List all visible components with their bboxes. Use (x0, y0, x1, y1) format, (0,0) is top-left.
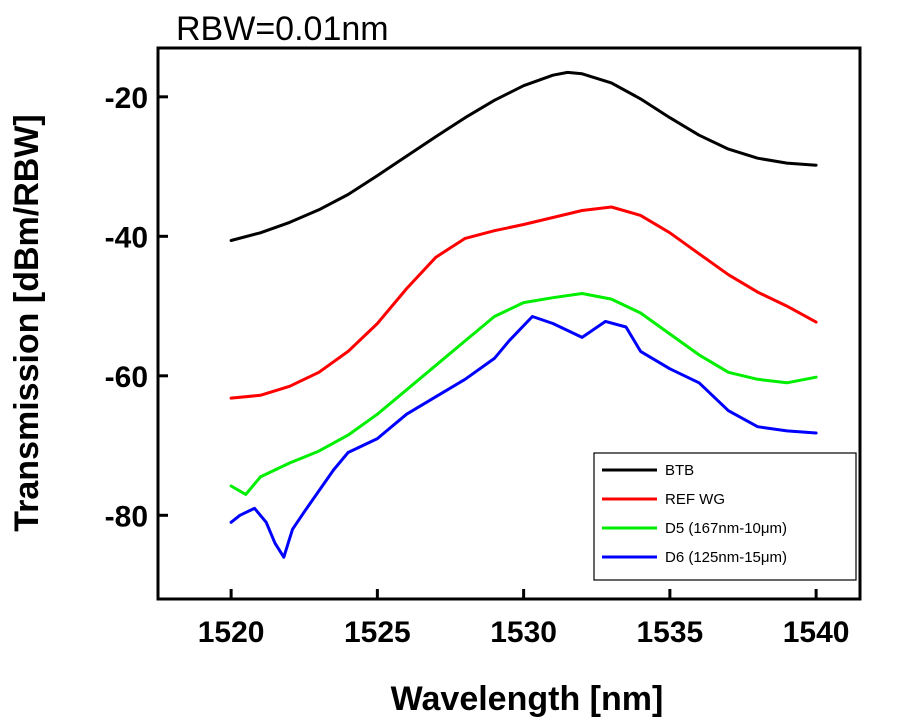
x-tick-label: 1520 (198, 616, 265, 649)
y-axis-ticks: -20 -40 -60 -80 (105, 82, 168, 533)
legend-label: REF WG (665, 491, 725, 508)
x-tick-label: 1540 (783, 616, 850, 649)
series-line-1 (229, 70, 818, 242)
x-axis-label: Wavelength [nm] (391, 680, 664, 718)
legend-label: D6 (125nm-15μm) (665, 549, 787, 566)
legend: BTB REF WG D5 (167nm-10μm) D6 (125nm-15μm) (593, 452, 857, 581)
plot-frame (156, 46, 862, 601)
series-layer (229, 70, 818, 559)
series-line-2 (229, 205, 818, 400)
y-tick-label: -80 (105, 500, 148, 533)
chart-title: RBW=0.01nm (176, 10, 389, 48)
legend-label: D5 (167nm-10μm) (665, 520, 787, 537)
legend-label: BTB (665, 462, 694, 479)
series-line-4 (229, 315, 818, 559)
x-tick-label: 1535 (637, 616, 704, 649)
x-tick-label: 1525 (344, 616, 411, 649)
y-axis-label: Transmission [dBm/RBW] (8, 114, 46, 531)
legend-box (593, 452, 857, 581)
y-tick-label: -60 (105, 361, 148, 394)
y-tick-label: -40 (105, 221, 148, 254)
x-tick-label: 1530 (490, 616, 557, 649)
y-tick-label: -20 (105, 82, 148, 115)
series-line-3 (229, 292, 818, 496)
x-axis-ticks: 1520 1525 1530 1535 1540 (198, 589, 850, 649)
